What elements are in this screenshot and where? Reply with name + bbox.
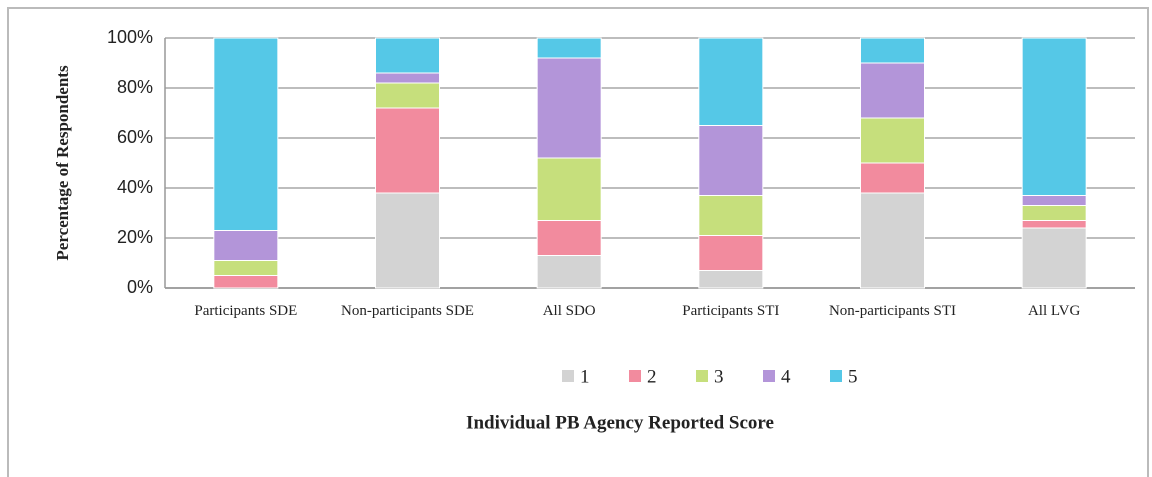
y-tick-label: 80% (117, 77, 153, 97)
legend-swatch (629, 370, 641, 382)
bar-segment (213, 260, 279, 276)
legend-swatch (763, 370, 775, 382)
bar-segment (698, 270, 764, 289)
bar-segment (213, 275, 279, 289)
bar-segment (860, 192, 925, 289)
bar-segment (213, 37, 279, 231)
legend-swatch (696, 370, 708, 382)
x-tick-label: Participants STI (682, 303, 780, 319)
legend-swatch (830, 370, 842, 382)
x-tick-label: Non-participants SDE (341, 303, 474, 319)
bar-segment (375, 37, 440, 74)
bar-segment (1021, 37, 1087, 196)
bar-segment (536, 220, 602, 256)
y-tick-label: 40% (117, 177, 153, 197)
x-tick-label: Non-participants STI (828, 303, 957, 319)
frame (7, 7, 1149, 477)
bar-segment (375, 107, 440, 194)
bar-segment (213, 230, 279, 261)
bar-segment (860, 162, 925, 194)
bar-segment (375, 82, 440, 109)
bar-segment (1021, 220, 1087, 229)
x-axis-title: Individual PB Agency Reported Score (466, 412, 774, 433)
bar-segment (698, 235, 764, 271)
bar-segment (698, 125, 764, 196)
y-axis-title: Percentage of Respondents (53, 65, 72, 261)
y-tick-label: 100% (107, 27, 153, 47)
bar-segment (375, 192, 440, 289)
bar-segment (860, 117, 925, 164)
y-tick-label: 0% (127, 277, 153, 297)
bar-segment (1021, 227, 1087, 289)
legend-label: 2 (647, 366, 657, 387)
legend-label: 5 (848, 366, 858, 387)
legend-label: 1 (580, 366, 590, 387)
y-tick-label: 60% (117, 127, 153, 147)
bar-segment (536, 37, 602, 59)
bar-segment (536, 57, 602, 159)
bar-segment (698, 37, 764, 126)
bar-segment (698, 195, 764, 236)
y-tick-label: 20% (117, 227, 153, 247)
legend-label: 3 (714, 366, 724, 387)
x-tick-label: All SDO (542, 303, 596, 319)
bar-segment (375, 72, 440, 84)
x-tick-label: Participants SDE (194, 303, 298, 319)
bar-segment (1021, 205, 1087, 221)
bar-segment (536, 157, 602, 221)
bar-segment (860, 62, 925, 119)
bar-segment (536, 255, 602, 289)
legend-swatch (562, 370, 574, 382)
x-tick-label: All LVG (1027, 303, 1081, 319)
bar-segment (1021, 195, 1087, 206)
legend-label: 4 (781, 366, 791, 387)
bar-segment (860, 37, 925, 64)
